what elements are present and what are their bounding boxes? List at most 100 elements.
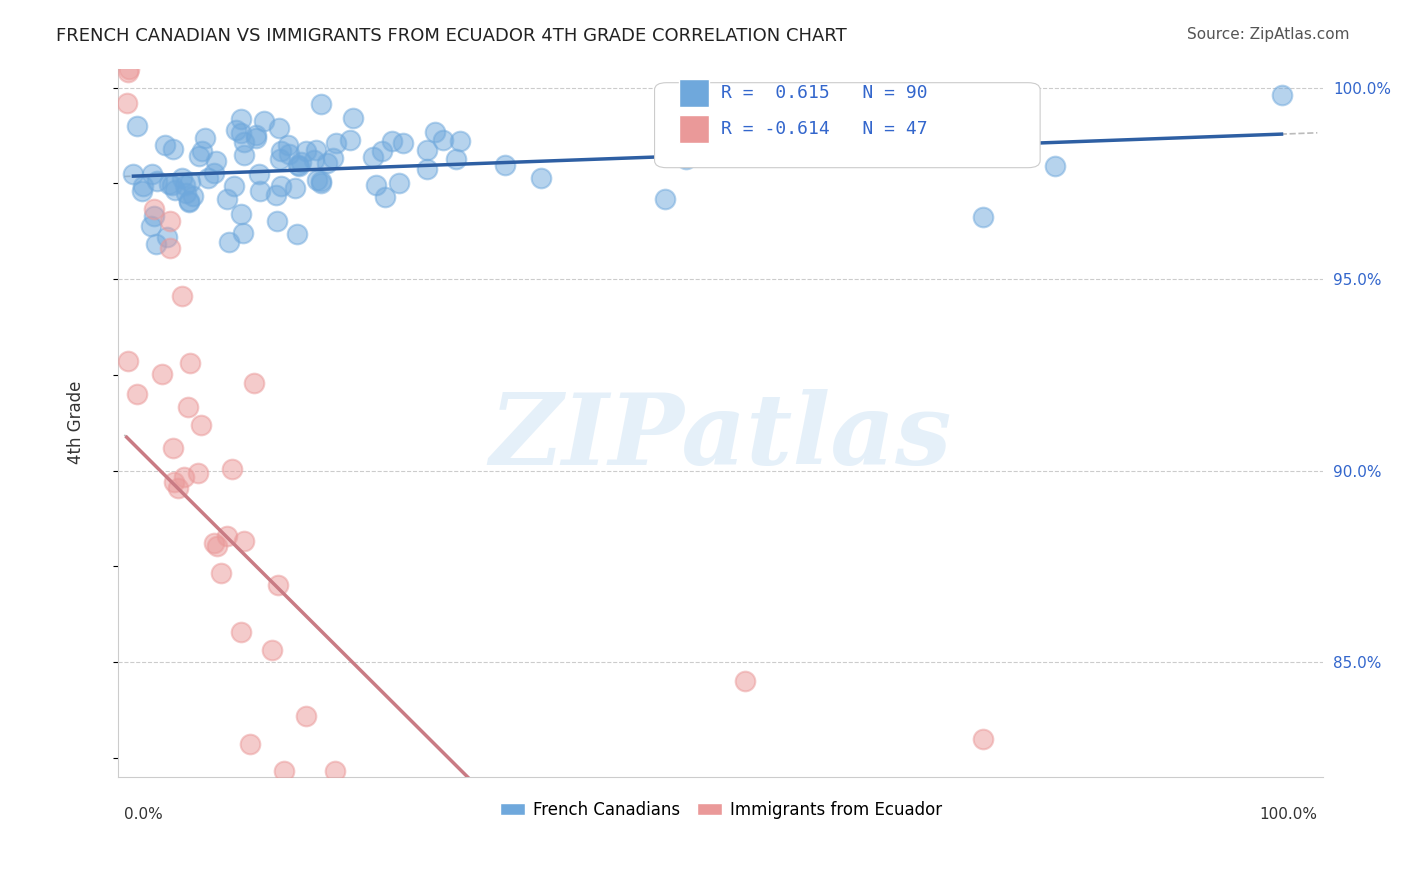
Point bbox=[232, 533, 254, 548]
Point bbox=[215, 529, 238, 543]
Point bbox=[284, 181, 307, 195]
Point bbox=[122, 167, 145, 181]
Point bbox=[305, 173, 328, 187]
Point bbox=[370, 144, 392, 158]
Point bbox=[177, 401, 200, 415]
Point bbox=[270, 179, 292, 194]
FancyBboxPatch shape bbox=[679, 114, 709, 143]
Point bbox=[221, 462, 243, 476]
Point bbox=[423, 124, 446, 138]
Point bbox=[132, 178, 155, 193]
Point bbox=[115, 96, 138, 111]
Point bbox=[225, 123, 247, 137]
Point bbox=[374, 189, 396, 203]
Point bbox=[224, 179, 246, 194]
Point bbox=[143, 209, 166, 223]
Point bbox=[270, 145, 292, 159]
Point bbox=[162, 441, 184, 455]
Point bbox=[233, 148, 256, 162]
Text: R =  0.615   N = 90: R = 0.615 N = 90 bbox=[721, 85, 928, 103]
Point bbox=[415, 143, 437, 157]
Point bbox=[675, 152, 697, 166]
Point bbox=[139, 219, 162, 234]
Point bbox=[269, 152, 291, 166]
Point bbox=[190, 144, 212, 158]
Point bbox=[170, 289, 193, 303]
Point bbox=[174, 186, 197, 200]
Point bbox=[364, 178, 387, 192]
Point bbox=[322, 151, 344, 165]
Point bbox=[146, 174, 169, 188]
Point bbox=[163, 475, 186, 489]
Point bbox=[290, 155, 312, 169]
Point bbox=[142, 202, 165, 216]
Point bbox=[388, 177, 411, 191]
Point bbox=[316, 155, 339, 169]
Point bbox=[173, 469, 195, 483]
Point bbox=[806, 145, 828, 159]
Point bbox=[262, 643, 284, 657]
Point bbox=[173, 178, 195, 193]
Point bbox=[157, 177, 180, 191]
Point bbox=[342, 111, 364, 125]
Point bbox=[311, 97, 333, 112]
Point bbox=[449, 134, 471, 148]
Point bbox=[277, 138, 299, 153]
Point bbox=[117, 354, 139, 368]
Point bbox=[432, 132, 454, 146]
Point bbox=[217, 192, 239, 206]
Point bbox=[127, 119, 149, 133]
Point bbox=[267, 841, 290, 855]
Point bbox=[245, 128, 267, 143]
Point bbox=[229, 207, 252, 221]
Point bbox=[170, 171, 193, 186]
Point bbox=[117, 65, 139, 79]
Point bbox=[243, 376, 266, 390]
Text: R = -0.614   N = 47: R = -0.614 N = 47 bbox=[721, 120, 928, 137]
Point bbox=[204, 154, 226, 169]
Point bbox=[205, 539, 228, 553]
Point bbox=[267, 120, 290, 135]
Text: FRENCH CANADIAN VS IMMIGRANTS FROM ECUADOR 4TH GRADE CORRELATION CHART: FRENCH CANADIAN VS IMMIGRANTS FROM ECUAD… bbox=[56, 27, 846, 45]
Point bbox=[266, 213, 288, 227]
Point bbox=[202, 536, 225, 550]
Point bbox=[229, 126, 252, 140]
Point bbox=[232, 136, 254, 150]
Point bbox=[159, 241, 181, 255]
Point bbox=[311, 174, 333, 188]
Point bbox=[494, 158, 516, 172]
Point bbox=[247, 167, 270, 181]
Point bbox=[179, 357, 201, 371]
Point bbox=[734, 674, 756, 689]
Point bbox=[444, 153, 467, 167]
Point bbox=[125, 386, 148, 401]
Text: 4th Grade: 4th Grade bbox=[67, 381, 86, 465]
Point bbox=[239, 737, 262, 751]
Point bbox=[159, 214, 181, 228]
Point bbox=[249, 184, 271, 198]
Point bbox=[245, 131, 267, 145]
Point bbox=[295, 709, 318, 723]
Point bbox=[288, 160, 311, 174]
Point bbox=[197, 170, 219, 185]
Point bbox=[264, 854, 287, 868]
Point bbox=[194, 131, 217, 145]
Text: 100.0%: 100.0% bbox=[1260, 807, 1317, 822]
Point bbox=[530, 170, 553, 185]
Point bbox=[323, 764, 346, 778]
Point bbox=[141, 167, 163, 181]
Point bbox=[308, 874, 330, 888]
Point bbox=[179, 194, 201, 209]
Point bbox=[972, 210, 994, 224]
Text: ZIPatlas: ZIPatlas bbox=[489, 389, 952, 485]
Text: Source: ZipAtlas.com: Source: ZipAtlas.com bbox=[1187, 27, 1350, 42]
Point bbox=[1043, 159, 1066, 173]
Point bbox=[153, 137, 176, 152]
Point bbox=[1270, 88, 1292, 103]
Point bbox=[167, 482, 190, 496]
Point bbox=[311, 176, 333, 190]
Point bbox=[972, 731, 994, 746]
Point bbox=[145, 237, 167, 252]
Point bbox=[118, 62, 141, 76]
Point bbox=[179, 194, 201, 209]
